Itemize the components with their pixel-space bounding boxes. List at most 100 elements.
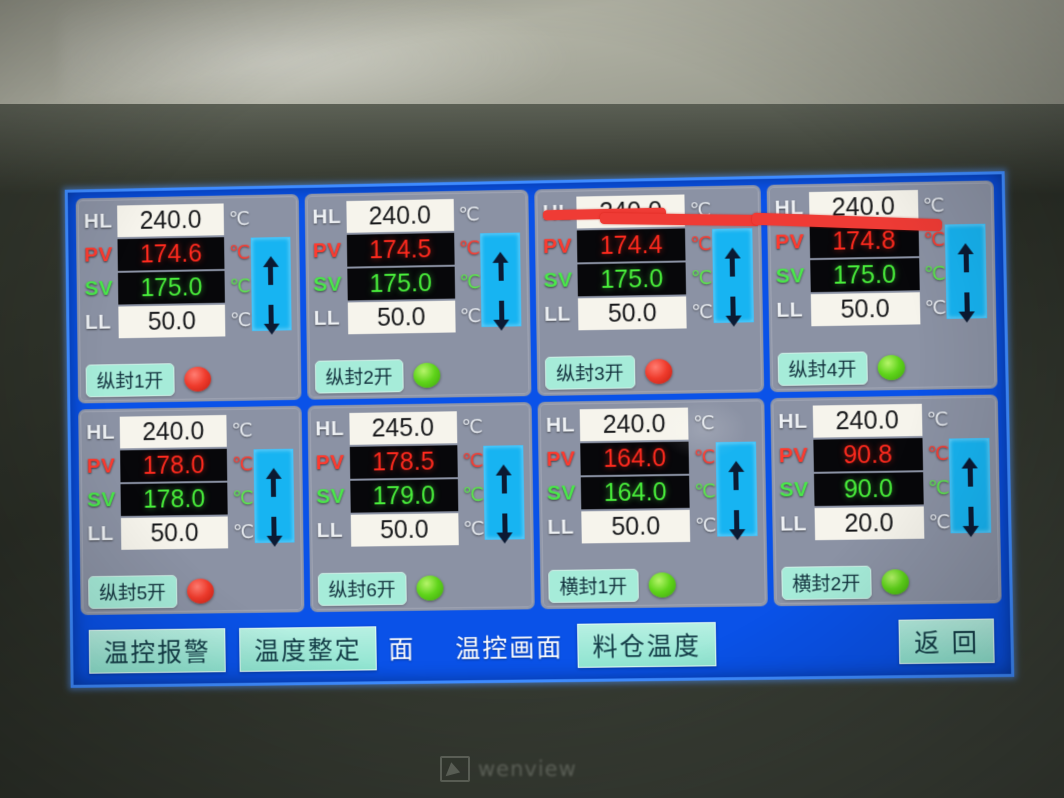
loop-state-button[interactable]: 纵封5开 (88, 574, 177, 609)
row-high-limit: HL 240.0 ℃ (546, 405, 757, 442)
loop-state-button[interactable]: 纵封6开 (317, 571, 407, 606)
unit-ll: ℃ (691, 301, 714, 323)
temperature-loop-panel: HL 240.0 ℃ PV 164.0 ℃ SV 164.0 ℃ LL 50.0… (537, 398, 768, 610)
label-ll: LL (547, 515, 575, 539)
nav-button-silo-temperature[interactable]: 料仓温度 (577, 622, 717, 668)
nav-button-alarm[interactable]: 温控报警 (88, 628, 226, 674)
row-high-limit: HL 240.0 ℃ (312, 197, 521, 235)
row-high-limit: HL 240.0 ℃ (774, 188, 986, 226)
loop-state-button[interactable]: 横封1开 (548, 568, 639, 603)
stepper-down-button[interactable] (947, 279, 986, 323)
value-sv[interactable]: 175.0 (809, 258, 920, 293)
value-hl[interactable]: 240.0 (576, 194, 685, 229)
loop-state-button[interactable]: 纵封4开 (777, 350, 868, 386)
row-high-limit: HL 245.0 ℃ (315, 409, 524, 446)
status-lamp-green (413, 362, 441, 388)
nav-button-temperature-tuning[interactable]: 温度整定 (239, 626, 377, 672)
bottom-navigation-bar: 温控报警 温度整定 面 温控画面 料仓温度 返 回 (73, 611, 1011, 681)
value-sv[interactable]: 175.0 (346, 266, 455, 301)
label-sv: SV (313, 272, 343, 297)
label-hl: HL (315, 417, 345, 441)
unit-sv: ℃ (923, 263, 946, 285)
label-ll: LL (544, 302, 572, 326)
label-sv: SV (316, 484, 346, 509)
temperature-loop-panel: HL 240.0 ℃ PV 174.5 ℃ SV 175.0 ℃ LL 50.0… (304, 189, 532, 400)
status-lamp-red (186, 577, 214, 604)
loop-state-button[interactable]: 纵封2开 (314, 358, 404, 394)
value-ll[interactable]: 50.0 (810, 292, 920, 327)
value-pv: 164.0 (580, 441, 690, 476)
value-pv: 178.0 (120, 448, 228, 483)
stepper-up-button[interactable] (254, 458, 292, 497)
stepper-down-button[interactable] (255, 504, 293, 547)
label-ll: LL (87, 522, 115, 546)
value-sv[interactable]: 175.0 (577, 262, 687, 297)
setpoint-stepper[interactable] (944, 223, 988, 323)
value-hl[interactable]: 240.0 (119, 414, 227, 449)
stepper-down-button[interactable] (482, 287, 520, 331)
stepper-up-button[interactable] (950, 447, 989, 487)
stepper-up-button[interactable] (716, 451, 755, 491)
value-ll[interactable]: 50.0 (118, 304, 226, 339)
status-lamp-green (881, 568, 910, 595)
unit-ll: ℃ (924, 297, 947, 319)
unit-ll: ℃ (229, 309, 252, 331)
value-ll[interactable]: 50.0 (120, 516, 229, 550)
unit-pv: ℃ (923, 229, 946, 251)
setpoint-stepper[interactable] (480, 232, 522, 331)
row-high-limit: HL 240.0 ℃ (84, 201, 291, 239)
unit-ll: ℃ (459, 305, 482, 327)
stepper-down-button[interactable] (485, 500, 523, 544)
label-sv: SV (546, 481, 577, 505)
value-sv[interactable]: 90.0 (813, 472, 924, 507)
stepper-down-button[interactable] (252, 292, 290, 335)
label-sv: SV (84, 276, 114, 301)
value-ll[interactable]: 50.0 (581, 509, 691, 544)
value-pv: 178.5 (349, 445, 458, 479)
row-high-limit: HL 240.0 ℃ (778, 402, 990, 440)
wall-light-reflection (60, 0, 580, 110)
value-hl[interactable]: 240.0 (812, 403, 922, 438)
loop-state-button[interactable]: 纵封3开 (544, 354, 636, 390)
unit-sv: ℃ (232, 487, 254, 509)
stepper-up-button[interactable] (946, 233, 985, 273)
value-ll[interactable]: 50.0 (577, 296, 687, 331)
value-sv[interactable]: 164.0 (580, 475, 690, 510)
unit-pv: ℃ (458, 237, 481, 260)
label-sv: SV (543, 268, 573, 292)
value-ll[interactable]: 50.0 (347, 300, 456, 335)
unit-sv: ℃ (694, 480, 717, 503)
setpoint-stepper[interactable] (715, 441, 758, 541)
setpoint-stepper[interactable] (253, 448, 295, 547)
temperature-loop-panel: HL 240.0 ℃ PV 90.8 ℃ SV 90.0 ℃ LL 20.0 ℃ (769, 394, 1002, 607)
stepper-up-button[interactable] (713, 237, 752, 277)
value-hl[interactable]: 240.0 (579, 407, 689, 442)
loop-state-button[interactable]: 纵封1开 (85, 362, 175, 397)
value-pv: 174.8 (809, 224, 919, 259)
stepper-down-button[interactable] (714, 283, 753, 327)
setpoint-stepper[interactable] (250, 236, 292, 335)
loop-state-button[interactable]: 横封2开 (780, 565, 872, 600)
value-ll[interactable]: 50.0 (350, 513, 459, 547)
stepper-up-button[interactable] (484, 454, 522, 494)
stepper-up-button[interactable] (251, 246, 289, 285)
value-sv[interactable]: 175.0 (117, 270, 225, 305)
value-hl[interactable]: 240.0 (345, 198, 454, 233)
stepper-down-button[interactable] (951, 493, 990, 538)
value-hl[interactable]: 240.0 (808, 189, 919, 225)
value-sv[interactable]: 178.0 (120, 482, 228, 517)
unit-pv: ℃ (229, 242, 251, 264)
nav-button-back[interactable]: 返 回 (898, 618, 995, 665)
setpoint-stepper[interactable] (711, 228, 754, 327)
value-ll[interactable]: 20.0 (814, 506, 924, 541)
value-sv[interactable]: 179.0 (349, 479, 458, 513)
value-hl[interactable]: 245.0 (348, 411, 457, 445)
setpoint-stepper[interactable] (483, 445, 525, 544)
setpoint-stepper[interactable] (948, 437, 992, 538)
stepper-down-button[interactable] (717, 497, 756, 541)
stepper-up-button[interactable] (481, 242, 519, 281)
value-hl[interactable]: 240.0 (117, 203, 225, 238)
unit-pv: ℃ (231, 453, 254, 476)
hmi-screen: HL 240.0 ℃ PV 174.6 ℃ SV 175.0 ℃ LL 50.0… (64, 171, 1015, 688)
